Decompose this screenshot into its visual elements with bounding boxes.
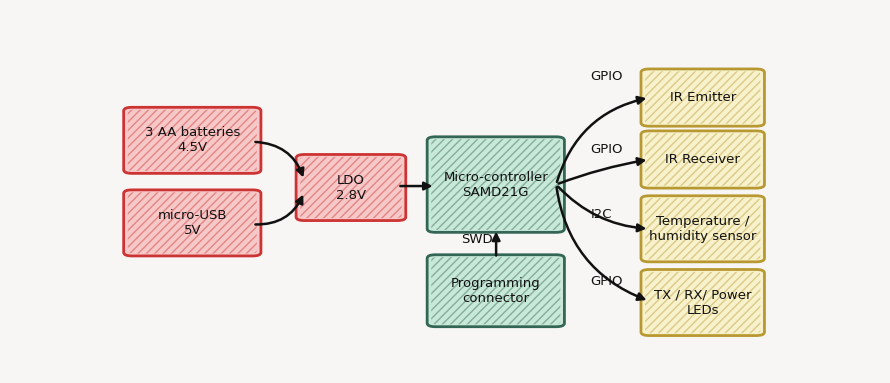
Text: 3 AA batteries
4.5V: 3 AA batteries 4.5V xyxy=(144,126,240,154)
Text: IR Receiver: IR Receiver xyxy=(665,153,740,166)
Text: Temperature /
humidity sensor: Temperature / humidity sensor xyxy=(649,215,756,243)
FancyBboxPatch shape xyxy=(427,255,564,327)
Text: GPIO: GPIO xyxy=(591,70,623,83)
FancyBboxPatch shape xyxy=(296,154,406,221)
Text: IR Emitter: IR Emitter xyxy=(669,91,736,104)
FancyBboxPatch shape xyxy=(641,196,765,262)
Text: SWD: SWD xyxy=(461,232,493,246)
Text: LDO
2.8V: LDO 2.8V xyxy=(336,173,366,201)
FancyBboxPatch shape xyxy=(427,137,564,232)
FancyBboxPatch shape xyxy=(641,270,765,336)
FancyBboxPatch shape xyxy=(641,69,765,126)
Text: Micro-controller
SAMD21G: Micro-controller SAMD21G xyxy=(443,170,548,198)
Text: GPIO: GPIO xyxy=(591,275,623,288)
Text: I2C: I2C xyxy=(591,208,612,221)
FancyBboxPatch shape xyxy=(641,131,765,188)
FancyBboxPatch shape xyxy=(124,107,261,173)
Text: micro-USB
5V: micro-USB 5V xyxy=(158,209,227,237)
Text: GPIO: GPIO xyxy=(591,143,623,155)
Text: TX / RX/ Power
LEDs: TX / RX/ Power LEDs xyxy=(654,288,751,316)
Text: Programming
connector: Programming connector xyxy=(451,277,540,305)
FancyBboxPatch shape xyxy=(124,190,261,256)
